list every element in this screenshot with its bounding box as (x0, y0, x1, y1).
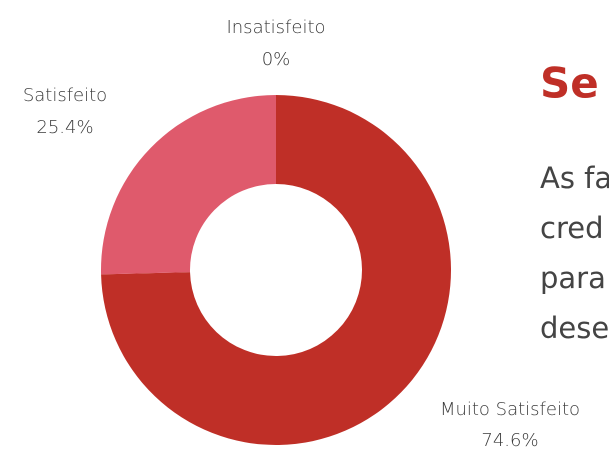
slice-value-label: 74.6% (481, 430, 538, 451)
slice-label: Insatisfeito (226, 17, 325, 38)
donut-slice (101, 95, 276, 275)
donut-slice (101, 95, 451, 445)
slice-label: Muito Satisfeito (440, 399, 580, 420)
paragraph-line: para (540, 261, 606, 295)
slice-label: Satisfeito (23, 85, 107, 106)
paragraph-line: As fa (540, 161, 609, 195)
slice-value-label: 0% (262, 49, 291, 70)
paragraph-line: dese (540, 311, 609, 345)
paragraph-line: cred (540, 211, 603, 245)
slice-value-label: 25.4% (36, 117, 93, 138)
heading: Se (540, 59, 599, 108)
